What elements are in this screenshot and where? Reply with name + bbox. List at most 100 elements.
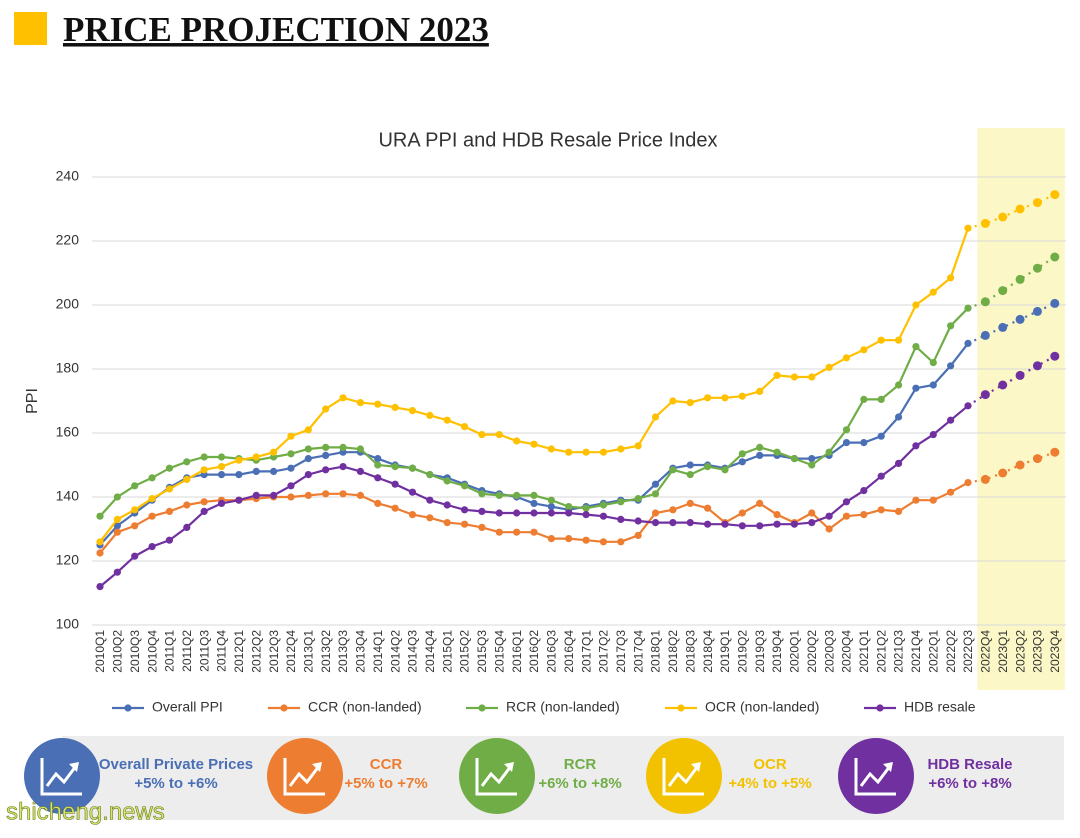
- legend-marker: [677, 704, 685, 712]
- data-point: [721, 394, 729, 402]
- data-point: [287, 432, 295, 440]
- data-point: [842, 426, 851, 434]
- y-tick-label: 220: [56, 232, 80, 248]
- data-point: [565, 535, 573, 543]
- data-point: [252, 491, 260, 499]
- data-point: [738, 392, 746, 400]
- x-tick-label: 2021Q2: [874, 630, 888, 673]
- data-point: [478, 490, 486, 498]
- x-tick-label: 2016Q2: [527, 630, 541, 673]
- data-point: [113, 493, 121, 501]
- data-point: [131, 522, 139, 530]
- data-point: [356, 491, 364, 499]
- data-point: [478, 431, 486, 439]
- data-point: [964, 304, 972, 312]
- data-point: [374, 461, 382, 469]
- data-point: [443, 416, 451, 424]
- data-point: [617, 498, 625, 506]
- data-point: [842, 498, 851, 506]
- data-point: [825, 363, 833, 371]
- data-point: [860, 346, 868, 354]
- card-icon: [854, 758, 896, 796]
- data-point: [148, 512, 156, 520]
- data-point: [669, 519, 677, 527]
- card-icon-circle: [267, 738, 343, 814]
- card-icon-circle: [459, 738, 535, 814]
- data-point: [912, 343, 920, 351]
- x-tick-label: 2023Q4: [1048, 630, 1062, 673]
- x-tick-label: 2011Q4: [215, 630, 229, 672]
- data-point: [530, 509, 538, 517]
- data-point: [808, 519, 816, 527]
- x-tick-label: 2022Q1: [926, 630, 940, 673]
- card-range: +6% to +8%: [928, 775, 1011, 792]
- x-tick-label: 2018Q4: [701, 630, 715, 673]
- x-tick-label: 2013Q2: [319, 630, 333, 673]
- data-point: [113, 528, 121, 536]
- data-point: [1015, 370, 1025, 380]
- data-point: [651, 519, 660, 527]
- data-point: [877, 506, 885, 514]
- data-point: [912, 301, 920, 309]
- data-point: [113, 515, 121, 524]
- data-point: [842, 512, 851, 520]
- data-point: [339, 394, 347, 402]
- data-point: [964, 479, 972, 487]
- card-icon: [288, 765, 321, 787]
- card-range: +5% to +7%: [344, 775, 427, 792]
- data-point: [235, 496, 243, 504]
- y-tick-label: 120: [56, 552, 80, 568]
- data-point: [980, 330, 990, 340]
- data-point: [374, 499, 382, 507]
- card-icon: [667, 765, 700, 787]
- data-point: [947, 274, 955, 282]
- series-line: [99, 307, 969, 517]
- card-title: CCR: [370, 756, 403, 773]
- data-point: [877, 472, 885, 480]
- x-tick-label: 2014Q4: [423, 630, 437, 673]
- data-point: [460, 520, 469, 528]
- data-point: [547, 445, 555, 453]
- data-point: [270, 467, 278, 475]
- data-point: [912, 384, 920, 392]
- y-tick-label: 160: [56, 424, 80, 440]
- data-point: [894, 381, 903, 389]
- data-point: [998, 212, 1008, 222]
- data-point: [131, 552, 139, 560]
- x-tick-label: 2023Q2: [1013, 630, 1027, 673]
- x-tick-label: 2021Q1: [857, 630, 871, 673]
- data-point: [686, 399, 694, 407]
- x-tick-label: 2016Q1: [510, 630, 524, 673]
- data-point: [738, 509, 746, 517]
- card-icon: [45, 765, 78, 787]
- x-tick-label: 2012Q3: [267, 630, 281, 673]
- x-tick-label: 2014Q2: [388, 630, 402, 673]
- header-square: [14, 12, 47, 45]
- data-point: [756, 499, 764, 507]
- x-tick-label: 2013Q3: [336, 630, 350, 673]
- x-tick-label: 2020Q1: [788, 630, 802, 673]
- data-point: [947, 488, 955, 496]
- data-point: [113, 522, 121, 530]
- data-point: [1032, 263, 1042, 273]
- x-tick-label: 2019Q1: [718, 630, 732, 673]
- data-point: [686, 519, 694, 527]
- data-point: [1015, 274, 1025, 284]
- x-tick-label: 2017Q1: [579, 630, 593, 673]
- x-tick-label: 2014Q3: [406, 630, 420, 673]
- data-point: [322, 443, 330, 451]
- legend-label: OCR (non-landed): [705, 699, 819, 715]
- data-point: [947, 362, 955, 370]
- data-point: [998, 322, 1008, 332]
- legend-marker: [876, 704, 884, 712]
- data-point: [842, 439, 851, 447]
- data-point: [165, 536, 174, 544]
- data-point: [894, 413, 903, 421]
- data-point: [808, 461, 816, 469]
- data-point: [738, 450, 746, 458]
- data-point: [617, 538, 625, 546]
- data-point: [790, 373, 799, 381]
- card-icon: [312, 762, 322, 772]
